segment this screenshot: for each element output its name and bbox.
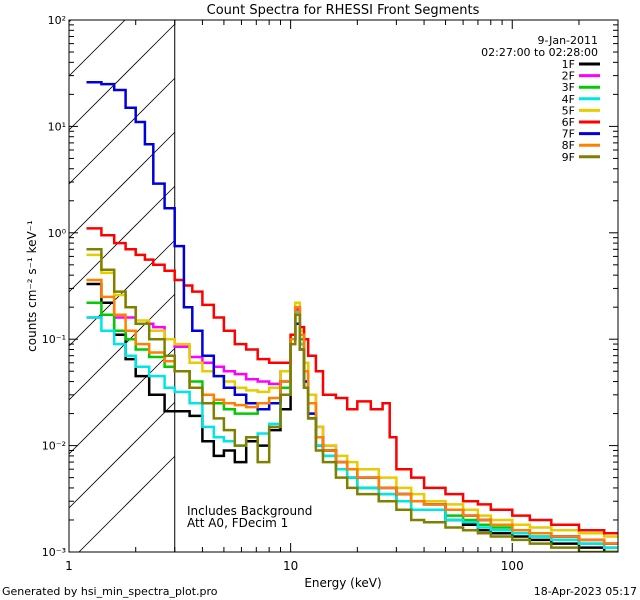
x-tick-label: 10 xyxy=(283,559,298,573)
legend-label-1F: 1F xyxy=(562,58,575,71)
hatch-line xyxy=(69,23,176,131)
series-2F xyxy=(86,308,618,545)
y-tick-label: 10⁰ xyxy=(48,227,67,240)
axes-layer: 1 10 100 10⁻³ 10⁻² 10⁻¹ 10⁰ 10¹ 10² xyxy=(42,14,619,573)
legend-label-8F: 8F xyxy=(562,139,575,152)
y-tick-label: 10⁻³ xyxy=(42,546,66,559)
series-7F xyxy=(86,80,618,545)
legend-label-6F: 6F xyxy=(562,116,575,129)
hatch-line xyxy=(69,239,176,347)
series-layer xyxy=(86,80,618,552)
x-axis-label: Energy (keV) xyxy=(304,576,381,590)
hatch-line xyxy=(69,20,72,23)
hatch-line xyxy=(69,293,176,401)
y-tick-label: 10⁻¹ xyxy=(42,333,66,346)
y-axis-label: counts cm⁻² s⁻¹ keV⁻¹ xyxy=(25,220,39,352)
hatch-line xyxy=(69,20,126,77)
chart-title: Count Spectra for RHESSI Front Segments xyxy=(207,3,480,18)
legend-label-9F: 9F xyxy=(562,151,575,164)
hatch-line xyxy=(69,185,176,293)
observation-time-range: 02:27:00 to 02:28:00 xyxy=(481,46,598,59)
legend-label-4F: 4F xyxy=(562,93,575,106)
legend-label-7F: 7F xyxy=(562,128,575,141)
hatch-line xyxy=(69,77,176,185)
hatch-line xyxy=(69,131,176,239)
x-tick-label: 1 xyxy=(65,559,73,573)
hatch-line xyxy=(69,401,176,509)
timestamp-footer: 18-Apr-2023 05:17 xyxy=(534,585,637,598)
legend-label-2F: 2F xyxy=(562,70,575,83)
y-tick-label: 10¹ xyxy=(48,120,66,133)
series-5F xyxy=(86,253,618,538)
hatch-line xyxy=(69,347,176,455)
series-9F xyxy=(86,248,618,552)
annotation-line-1: Includes Background xyxy=(187,504,312,518)
legend-label-3F: 3F xyxy=(562,81,575,94)
observation-date: 9-Jan-2011 xyxy=(538,34,599,47)
plot-frame xyxy=(68,19,619,553)
legend-label-5F: 5F xyxy=(562,104,575,117)
y-tick-label: 10² xyxy=(48,14,66,27)
y-tick-label: 10⁻² xyxy=(42,440,66,453)
generated-by-footer: Generated by hsi_min_spectra_plot.pro xyxy=(2,585,218,598)
series-1F xyxy=(86,282,618,552)
hatched-region xyxy=(69,20,176,552)
x-tick-label: 100 xyxy=(501,559,524,573)
series-4F xyxy=(86,310,618,549)
annotation-line-2: Att A0, FDecim 1 xyxy=(187,516,288,530)
hatch-line xyxy=(78,455,176,552)
